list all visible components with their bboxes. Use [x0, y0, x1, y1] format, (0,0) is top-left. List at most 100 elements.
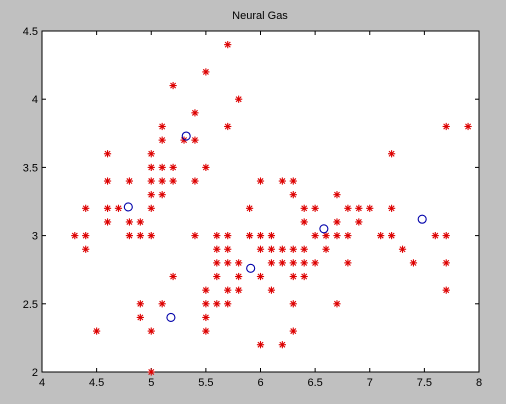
x-tick-label: 6.5: [307, 377, 322, 389]
x-tick-label: 6: [257, 377, 263, 389]
data-point-asterisk: [267, 286, 276, 294]
chart-title: Neural Gas: [232, 10, 288, 22]
data-point-asterisk: [147, 150, 155, 158]
plot-area: [41, 30, 480, 373]
prototype-circle: [181, 131, 191, 141]
data-point-asterisk: [235, 259, 243, 267]
data-point-asterisk: [256, 341, 265, 349]
data-point-asterisk: [333, 191, 341, 199]
data-point-asterisk: [147, 327, 155, 335]
data-point-asterisk: [169, 177, 177, 185]
data-point-asterisk: [158, 300, 166, 308]
data-point-asterisk: [125, 177, 133, 185]
data-point-asterisk: [93, 327, 101, 335]
data-point-asterisk: [213, 272, 221, 281]
data-point-asterisk: [442, 232, 450, 240]
data-point-asterisk: [245, 232, 254, 240]
data-point-asterisk: [213, 245, 221, 253]
data-point-asterisk: [224, 41, 232, 49]
data-point-asterisk: [267, 259, 276, 267]
data-point-asterisk: [235, 272, 243, 281]
data-point-asterisk: [224, 122, 232, 131]
data-point-asterisk: [235, 95, 243, 103]
data-point-asterisk: [289, 259, 297, 267]
prototype-circle: [417, 214, 427, 224]
data-point-asterisk: [322, 245, 330, 253]
x-tick-label: 7.5: [417, 377, 432, 389]
data-point-asterisk: [202, 300, 210, 308]
data-point-asterisk: [442, 259, 450, 267]
data-point-asterisk: [322, 232, 330, 240]
data-point-asterisk: [224, 286, 232, 294]
data-point-asterisk: [180, 136, 188, 144]
data-point-asterisk: [224, 245, 232, 253]
prototype-circle: [166, 312, 176, 322]
data-point-asterisk: [125, 232, 133, 240]
data-point-asterisk: [224, 232, 232, 240]
data-point-asterisk: [289, 272, 297, 281]
data-point-asterisk: [311, 204, 319, 212]
data-point-asterisk: [224, 259, 232, 267]
data-point-asterisk: [158, 177, 166, 185]
data-point-asterisk: [103, 204, 112, 212]
data-point-asterisk: [191, 109, 199, 117]
data-point-asterisk: [202, 286, 210, 294]
data-point-asterisk: [202, 313, 210, 322]
data-point-asterisk: [169, 81, 177, 90]
x-tick-label: 5.5: [198, 377, 213, 389]
data-point-asterisk: [442, 286, 450, 294]
data-point-asterisk: [224, 300, 232, 308]
data-point-asterisk: [278, 341, 286, 349]
data-point-asterisk: [213, 300, 221, 308]
data-point-asterisk: [278, 245, 286, 253]
data-point-asterisk: [202, 327, 210, 335]
data-point-asterisk: [136, 218, 144, 226]
data-point-asterisk: [125, 218, 133, 226]
data-point-asterisk: [278, 177, 286, 185]
data-point-asterisk: [289, 300, 297, 308]
data-point-asterisk: [333, 232, 341, 240]
x-tick-label: 4.5: [89, 377, 104, 389]
data-point-asterisk: [213, 232, 221, 240]
y-tick-label: 4.5: [23, 26, 38, 38]
x-tick-label: 7: [367, 377, 373, 389]
data-point-asterisk: [82, 204, 90, 212]
data-point-asterisk: [136, 313, 144, 322]
data-point-asterisk: [256, 245, 265, 253]
data-point-asterisk: [191, 232, 199, 240]
data-point-asterisk: [256, 232, 265, 240]
data-point-asterisk: [136, 232, 144, 240]
data-point-asterisk: [256, 177, 265, 185]
data-point-asterisk: [202, 68, 210, 76]
data-point-asterisk: [235, 286, 243, 294]
data-point-asterisk: [191, 177, 199, 185]
y-tick-label: 4: [32, 94, 38, 106]
data-point-asterisk: [158, 122, 166, 131]
data-point-asterisk: [355, 204, 363, 212]
prototype-circle: [246, 263, 256, 273]
data-point-asterisk: [158, 136, 166, 144]
data-point-asterisk: [300, 245, 308, 253]
data-point-asterisk: [300, 204, 308, 212]
data-point-asterisk: [344, 204, 352, 212]
data-point-asterisk: [300, 218, 308, 226]
data-point-asterisk: [169, 163, 177, 171]
data-point-asterisk: [344, 232, 352, 240]
data-point-asterisk: [82, 245, 90, 253]
y-tick-label: 2.5: [23, 299, 38, 311]
data-point-asterisk: [147, 232, 155, 240]
prototype-circle: [319, 224, 329, 234]
data-point-asterisk: [355, 218, 363, 226]
data-point-asterisk: [147, 191, 155, 199]
data-point-asterisk: [398, 245, 407, 253]
data-point-asterisk: [300, 259, 308, 267]
data-point-asterisk: [311, 259, 319, 267]
data-point-asterisk: [409, 259, 418, 267]
data-point-asterisk: [158, 191, 166, 199]
data-point-asterisk: [158, 163, 166, 171]
data-point-asterisk: [289, 191, 297, 199]
x-tick-label: 8: [476, 377, 482, 389]
data-point-asterisk: [278, 259, 286, 267]
data-point-asterisk: [344, 259, 352, 267]
